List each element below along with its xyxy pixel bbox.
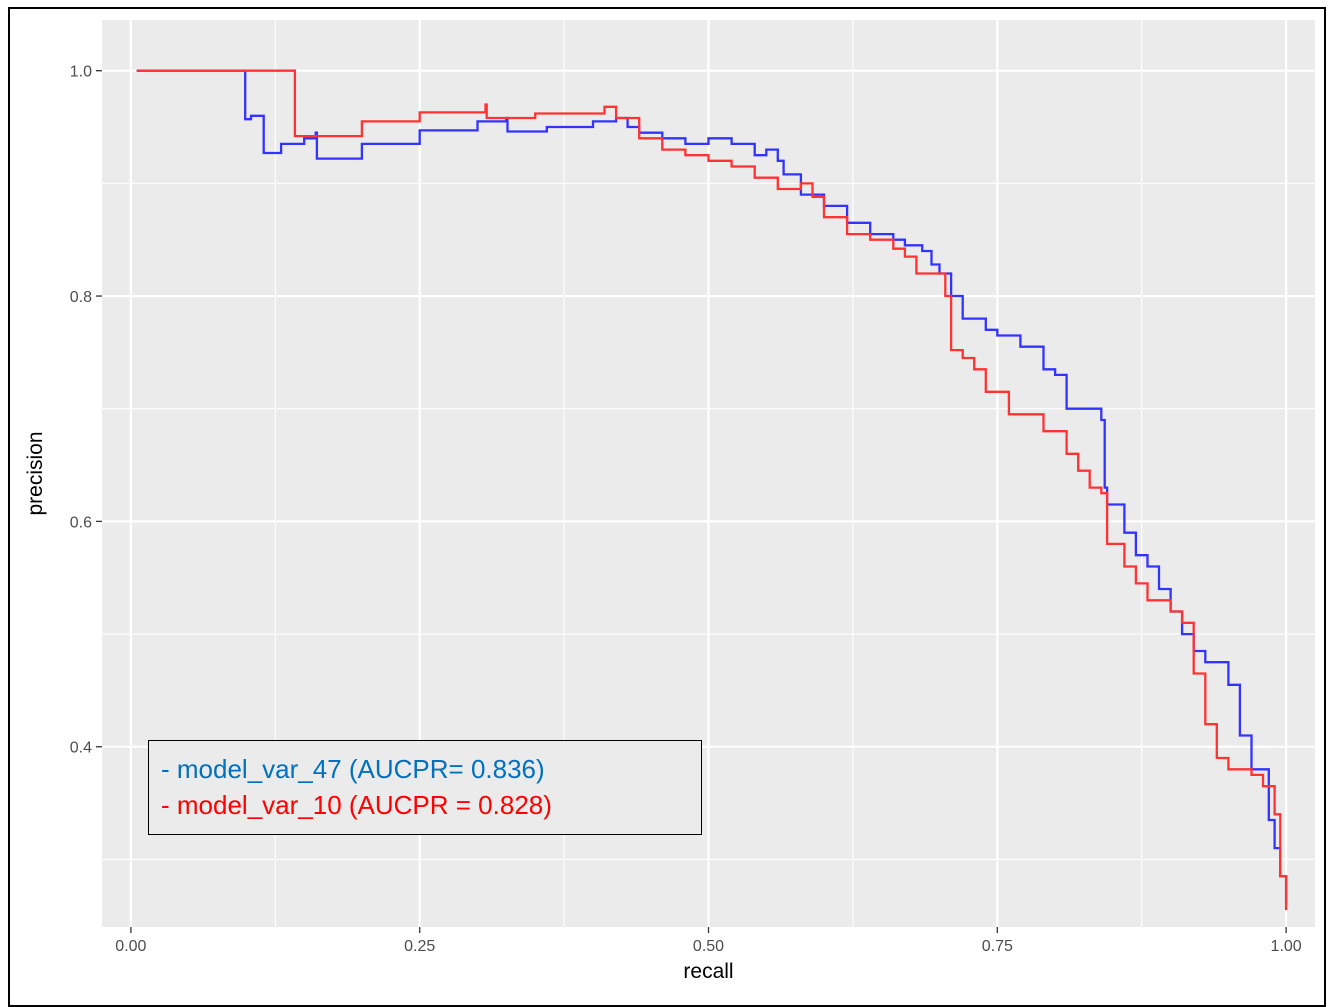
series-line-1 <box>136 69 1288 911</box>
y-tick-label: 0.6 <box>70 514 92 531</box>
x-axis-title: recall <box>683 960 733 983</box>
x-tick-label: 0.25 <box>404 938 435 955</box>
y-tick-label: 0.4 <box>70 740 92 757</box>
x-tick-label: 1.00 <box>1271 938 1302 955</box>
y-axis-title: precision <box>24 431 47 515</box>
x-axis: 0.00 0.25 0.50 0.75 1.00 <box>115 927 1302 955</box>
series-layer <box>136 69 1288 911</box>
y-tick-label: 1.0 <box>70 64 92 81</box>
y-tick-label: 0.8 <box>70 289 92 306</box>
x-tick-label: 0.50 <box>693 938 724 955</box>
y-axis: 0.4 0.6 0.8 1.0 <box>70 64 102 757</box>
legend-entry-model-var-47: - model_var_47 (AUCPR= 0.836) <box>161 754 545 784</box>
x-tick-label: 0.75 <box>982 938 1013 955</box>
legend-entry-model-var-10: - model_var_10 (AUCPR = 0.828) <box>161 790 552 820</box>
x-tick-label: 0.00 <box>115 938 146 955</box>
legend: - model_var_47 (AUCPR= 0.836) - model_va… <box>148 740 702 835</box>
